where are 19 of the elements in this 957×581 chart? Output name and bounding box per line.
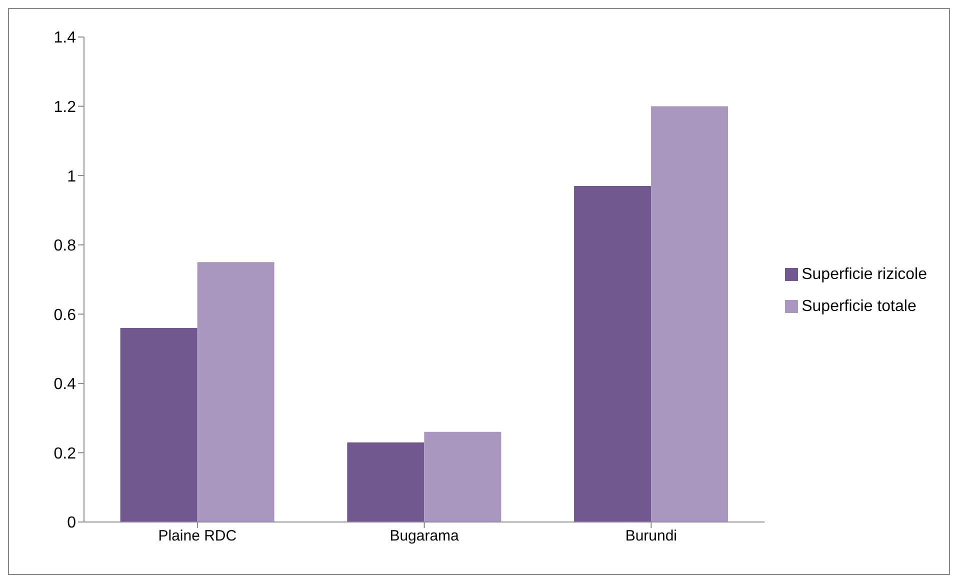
y-tick-label: 0.2 bbox=[54, 445, 76, 462]
x-tick-label: Plaine RDC bbox=[158, 528, 237, 545]
legend-label: Superficie rizicole bbox=[802, 266, 927, 282]
bar bbox=[347, 442, 424, 522]
y-tick-label: 0.4 bbox=[54, 376, 76, 394]
y-tick-label: 0 bbox=[67, 514, 76, 532]
bar bbox=[424, 432, 502, 522]
y-tick-label: 0.8 bbox=[54, 238, 76, 255]
legend-label: Superficie totale bbox=[802, 298, 916, 314]
x-tick-label: Burundi bbox=[625, 528, 678, 545]
bar bbox=[651, 106, 728, 522]
bar bbox=[574, 186, 652, 522]
bar bbox=[120, 328, 198, 522]
y-tick-label: 1.2 bbox=[54, 98, 76, 116]
y-tick-label: 0.6 bbox=[54, 306, 76, 324]
x-tick-label: Bugarama bbox=[390, 528, 460, 545]
y-tick-label: 1.4 bbox=[54, 30, 76, 47]
y-tick-label: 1 bbox=[67, 168, 76, 186]
bar bbox=[197, 262, 274, 522]
